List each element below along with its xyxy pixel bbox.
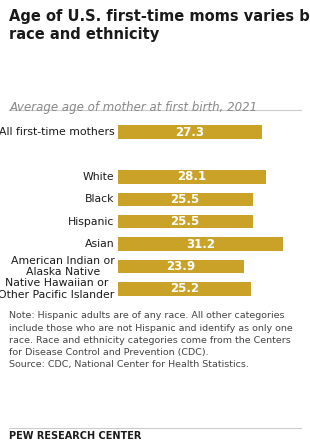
Text: Average age of mother at first birth, 2021: Average age of mother at first birth, 20…: [9, 101, 257, 114]
Text: American Indian or
Alaska Native: American Indian or Alaska Native: [11, 256, 115, 277]
Text: Age of U.S. first-time moms varies by
race and ethnicity: Age of U.S. first-time moms varies by ra…: [9, 9, 310, 42]
Text: 25.2: 25.2: [170, 282, 199, 296]
Text: All first-time mothers: All first-time mothers: [0, 127, 115, 137]
Bar: [118, 125, 262, 139]
Text: Native Hawaiian or
Other Pacific Islander: Native Hawaiian or Other Pacific Islande…: [0, 278, 115, 300]
Text: 28.1: 28.1: [178, 170, 207, 184]
Bar: [118, 215, 253, 228]
Text: Black: Black: [85, 194, 115, 204]
Bar: [118, 282, 251, 296]
Bar: [118, 170, 266, 184]
Bar: [118, 260, 244, 273]
Text: 31.2: 31.2: [186, 237, 215, 251]
Text: 27.3: 27.3: [175, 125, 205, 139]
Text: Note: Hispanic adults are of any race. All other categories
include those who ar: Note: Hispanic adults are of any race. A…: [9, 311, 293, 369]
Text: 23.9: 23.9: [166, 260, 196, 273]
Text: Hispanic: Hispanic: [68, 217, 115, 227]
Bar: [118, 237, 283, 251]
Bar: [118, 193, 253, 206]
Text: 25.5: 25.5: [170, 215, 200, 228]
Text: Asian: Asian: [85, 239, 115, 249]
Text: PEW RESEARCH CENTER: PEW RESEARCH CENTER: [9, 431, 142, 441]
Text: 25.5: 25.5: [170, 193, 200, 206]
Text: White: White: [83, 172, 115, 182]
